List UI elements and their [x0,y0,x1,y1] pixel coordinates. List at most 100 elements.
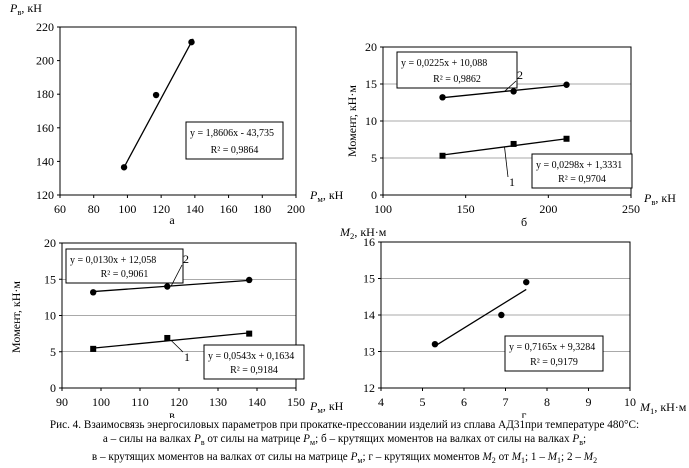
x-tick-label: 10 [624,395,636,409]
panel-label: в [169,408,175,418]
trend-line [123,38,194,168]
equation-box [185,121,284,160]
equation-text: y = 0,0130x + 12,058 [70,255,156,266]
plot-frame [59,26,297,196]
x-tick-label: 80 [88,202,100,216]
x-tick-label: 9 [586,395,592,409]
y-tick-label: 10 [365,114,377,128]
data-point [164,283,171,290]
chart-a: 60 80 100 120 140 160 180 200 120 140 160 180 200 220… [9,1,344,227]
x-tick-label: 120 [170,395,188,409]
panel-label: б [521,215,527,229]
data-point [246,276,253,284]
x-tick-label: 130 [209,395,227,409]
equation-box [65,248,184,284]
y-tick-label: 16 [363,235,375,249]
y-tick-label: 10 [44,309,56,323]
r-squared-text: R² = 0,9184 [230,365,278,376]
caption-line-3: в – крутящих моментов на валках от силы … [91,451,598,466]
y-tick-label: 12 [363,381,375,395]
caption-line-1: Рис. 4. Взаимосвязь энергосиловых параме… [49,419,640,431]
y-tick-label: 220 [36,20,54,34]
equation-box [203,344,305,380]
equation-box [504,335,604,372]
x-tick-label: 120 [152,202,170,216]
x-tick-label: 160 [220,202,238,216]
x-tick-label: 110 [131,395,149,409]
data-point [439,152,446,159]
data-point [164,334,171,341]
y-axis-label: M2, кН·м [339,225,387,241]
r-squared-text: R² = 0,9704 [558,174,606,185]
equation-text: y = 0,7165x + 9,3284 [509,342,595,353]
y-tick-label: 15 [365,77,377,91]
data-point [439,94,446,101]
data-point [510,88,517,95]
x-tick-label: 100 [92,395,110,409]
x-tick-label: 60 [54,202,66,216]
r-squared-text: R² = 0,9864 [211,145,259,156]
data-point [510,140,517,147]
y-tick-label: 200 [36,54,54,68]
trend-line [434,288,527,347]
y-tick-label: 14 [363,308,375,322]
series-leader [504,146,509,178]
x-tick-label: 150 [457,202,475,216]
y-tick-label: 120 [36,188,54,202]
y-tick-label: 15 [363,272,375,286]
series-label: 1 [184,350,190,364]
x-tick-label: 200 [287,202,305,216]
y-tick-label: 160 [36,121,54,135]
chart-v: 90 100 110 120 130 140 150 0 5 10 15 20 Момент, кН·м… [9,236,344,418]
x-tick-label: 5 [420,395,426,409]
x-tick-label: 140 [186,202,204,216]
equation-box [396,51,518,89]
r-squared-text: R² = 0,9061 [101,269,149,280]
x-tick-label: 180 [253,202,271,216]
x-tick-label: 8 [544,395,550,409]
x-axis-label: Pв, кН [643,191,676,207]
x-axis-label: Pм, кН [309,188,344,204]
x-tick-label: 100 [374,202,392,216]
x-tick-label: 150 [287,395,305,409]
y-axis-label: Pв, кН [9,1,42,17]
data-point [90,289,97,296]
data-point [431,341,439,348]
equation-text: y = 0,0543x + 0,1634 [208,351,294,362]
data-point [246,330,253,337]
y-tick-label: 20 [365,40,377,54]
series-leader [170,264,183,287]
data-point [523,278,530,286]
series-leader [170,340,184,353]
y-tick-label: 15 [44,272,56,286]
series-label: 2 [183,252,189,266]
x-tick-label: 100 [118,202,136,216]
chart-b: 100 150 200 250 0 5 10 15 20 Момент, кН·м Pв, кН б y… [345,40,676,229]
x-axis-label: M1, кН·м [639,400,687,416]
r-squared-text: R² = 0,9862 [433,74,481,85]
x-tick-label: 250 [622,202,640,216]
x-axis-label: Pм, кН [309,399,344,415]
x-tick-label: 6 [461,395,467,409]
x-tick-label: 4 [378,395,384,409]
series-label: 1 [509,175,515,189]
x-tick-label: 140 [248,395,266,409]
series-label: 2 [517,68,523,82]
panel-label: а [169,213,175,227]
y-tick-label: 180 [36,87,54,101]
data-point [120,164,128,171]
figure-caption: Рис. 4. Взаимосвязь энергосиловых параме… [0,418,689,468]
data-point [152,91,160,99]
y-tick-label: 20 [44,236,56,250]
data-point [563,135,570,142]
y-tick-label: 140 [36,154,54,168]
equation-box [531,153,633,189]
data-point [498,311,505,319]
x-tick-label: 200 [539,202,557,216]
caption-line-2: а – силы на валках Pв от силы на матрице… [102,433,587,448]
y-tick-label: 0 [50,381,56,395]
equation-text: y = 0,0225x + 10,088 [401,58,487,69]
y-axis-label: Момент, кН·м [9,281,23,353]
panel-label: г [522,408,527,418]
